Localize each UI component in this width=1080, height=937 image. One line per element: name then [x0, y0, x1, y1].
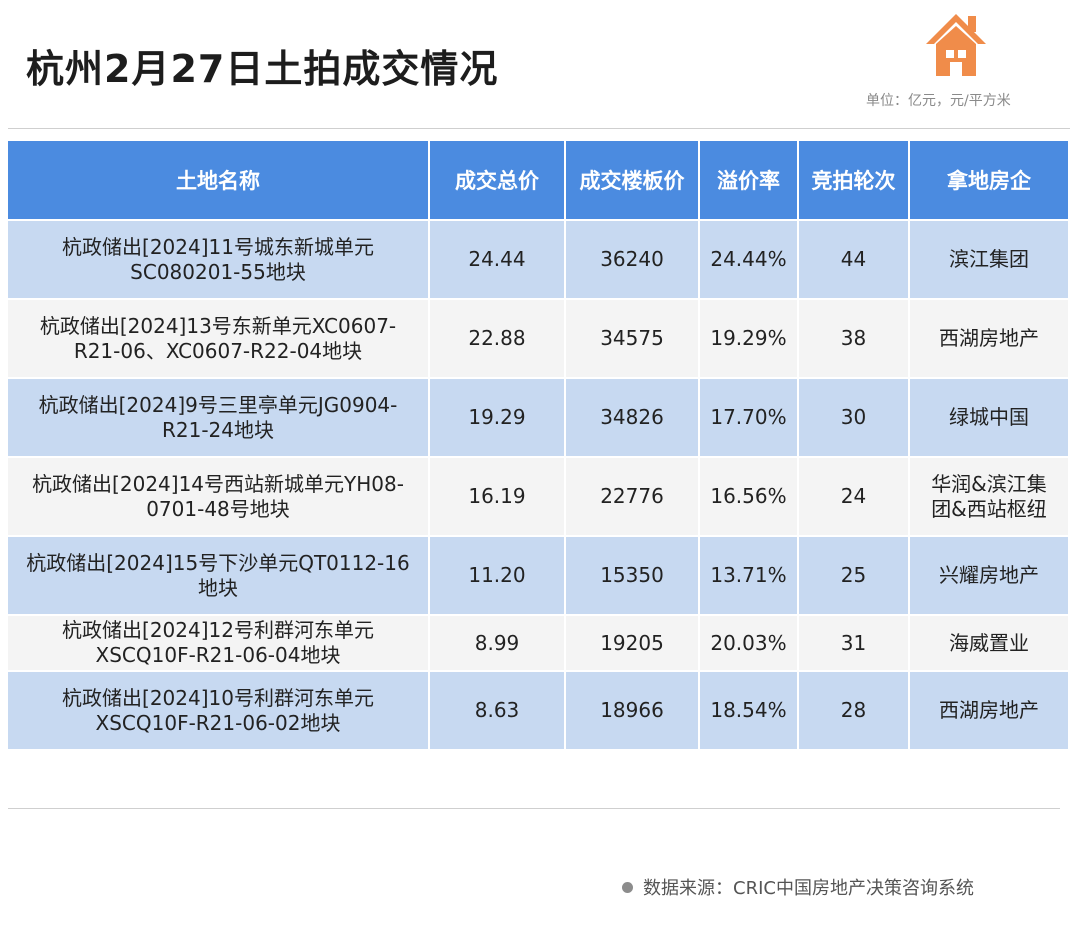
- table-row: 杭政储出[2024]9号三里亭单元JG0904- R21-24地块 19.29 3…: [8, 377, 1068, 457]
- premium-rate-cell: 24.44%: [699, 219, 799, 299]
- total-price-cell: 24.44: [429, 219, 566, 299]
- developer-cell: 兴耀房地产: [909, 535, 1068, 615]
- land-name-line2: R21-24地块: [161, 417, 274, 442]
- premium-rate-cell: 19.29%: [699, 298, 799, 378]
- developer-line1: 西湖房地产: [939, 326, 1039, 350]
- land-name-line1: 杭政储出[2024]11号城东新城单元: [62, 234, 374, 259]
- land-name-line2: XSCQ10F-R21-06-02地块: [95, 710, 341, 735]
- land-name-cell: 杭政储出[2024]9号三里亭单元JG0904- R21-24地块: [8, 377, 430, 457]
- bottom-divider: [8, 808, 1060, 809]
- total-price-cell: 8.63: [429, 670, 566, 749]
- premium-rate-cell: 20.03%: [699, 614, 799, 671]
- total-price-cell: 16.19: [429, 456, 566, 536]
- developer-line2: 团&西站枢纽: [931, 496, 1047, 521]
- land-name-line2: R21-06、XC0607-R22-04地块: [73, 338, 363, 363]
- land-name-line1: 杭政储出[2024]15号下沙单元QT0112-16: [26, 550, 410, 575]
- land-name-line2: XSCQ10F-R21-06-04地块: [95, 643, 341, 667]
- source-text: 数据来源：CRIC中国房地产决策咨询系统: [643, 878, 974, 899]
- developer-cell: 西湖房地产: [909, 670, 1068, 749]
- premium-rate-cell: 13.71%: [699, 535, 799, 615]
- table-row: 杭政储出[2024]13号东新单元XC0607- R21-06、XC0607-R2…: [8, 298, 1068, 378]
- table-row: 杭政储出[2024]11号城东新城单元 SC080201-55地块 24.44 3…: [8, 219, 1068, 299]
- unit-note: 单位：亿元，元/平方米: [866, 93, 1011, 109]
- total-price-cell: 11.20: [429, 535, 566, 615]
- bid-rounds-cell: 24: [798, 456, 910, 536]
- bullet-dot-icon: [622, 881, 633, 893]
- land-name-cell: 杭政储出[2024]13号东新单元XC0607- R21-06、XC0607-R2…: [8, 298, 430, 378]
- floor-price-cell: 34826: [565, 377, 700, 457]
- bid-rounds-cell: 38: [798, 298, 910, 378]
- bid-rounds-cell: 25: [798, 535, 910, 615]
- developer-cell: 华润&滨江集 团&西站枢纽: [909, 456, 1068, 536]
- table-row: 杭政储出[2024]10号利群河东单元 XSCQ10F-R21-06-02地块 8…: [8, 670, 1068, 749]
- land-name-cell: 杭政储出[2024]11号城东新城单元 SC080201-55地块: [8, 219, 430, 299]
- bid-rounds-cell: 44: [798, 219, 910, 299]
- land-auction-table: 土地名称 成交总价 成交楼板价 溢价率 竞拍轮次 拿地房企 杭政储出[2024]…: [8, 141, 1068, 749]
- land-name-line1: 杭政储出[2024]10号利群河东单元: [62, 685, 374, 710]
- land-name-cell: 杭政储出[2024]15号下沙单元QT0112-16 地块: [8, 535, 430, 615]
- header-total-price: 成交总价: [429, 141, 566, 220]
- total-price-cell: 22.88: [429, 298, 566, 378]
- developer-line1: 绿城中国: [949, 405, 1029, 429]
- bid-rounds-cell: 30: [798, 377, 910, 457]
- developer-line1: 华润&滨江集: [931, 471, 1047, 496]
- land-name-line2: 0701-48号地块: [146, 496, 290, 521]
- floor-price-cell: 22776: [565, 456, 700, 536]
- floor-price-cell: 15350: [565, 535, 700, 615]
- table-row: 杭政储出[2024]12号利群河东单元 XSCQ10F-R21-06-04地块 8…: [8, 614, 1068, 671]
- floor-price-cell: 36240: [565, 219, 700, 299]
- premium-rate-cell: 17.70%: [699, 377, 799, 457]
- page-title: 杭州2月27日土拍成交情况: [26, 47, 499, 91]
- source-note: 数据来源：CRIC中国房地产决策咨询系统: [622, 874, 974, 900]
- total-price-cell: 19.29: [429, 377, 566, 457]
- land-name-cell: 杭政储出[2024]14号西站新城单元YH08- 0701-48号地块: [8, 456, 430, 536]
- floor-price-cell: 18966: [565, 670, 700, 749]
- developer-cell: 海威置业: [909, 614, 1068, 671]
- developer-cell: 绿城中国: [909, 377, 1068, 457]
- table-row: 杭政储出[2024]14号西站新城单元YH08- 0701-48号地块 16.19…: [8, 456, 1068, 536]
- premium-rate-cell: 18.54%: [699, 670, 799, 749]
- header-floor-price: 成交楼板价: [565, 141, 700, 220]
- bid-rounds-cell: 31: [798, 614, 910, 671]
- table-row: 杭政储出[2024]15号下沙单元QT0112-16 地块 11.20 15350…: [8, 535, 1068, 615]
- land-name-cell: 杭政储出[2024]12号利群河东单元 XSCQ10F-R21-06-04地块: [8, 614, 430, 671]
- house-icon: [926, 14, 986, 76]
- land-name-line1: 杭政储出[2024]12号利群河东单元: [62, 618, 374, 642]
- top-divider: [8, 128, 1070, 129]
- header-land-name: 土地名称: [8, 141, 430, 220]
- header-developer: 拿地房企: [909, 141, 1068, 220]
- land-name-line1: 杭政储出[2024]9号三里亭单元JG0904-: [38, 392, 398, 417]
- developer-cell: 滨江集团: [909, 219, 1068, 299]
- land-name-line1: 杭政储出[2024]13号东新单元XC0607-: [39, 313, 397, 338]
- land-name-line2: 地块: [198, 575, 238, 600]
- total-price-cell: 8.99: [429, 614, 566, 671]
- land-name-line1: 杭政储出[2024]14号西站新城单元YH08-: [32, 471, 404, 496]
- header-bid-rounds: 竞拍轮次: [798, 141, 910, 220]
- developer-cell: 西湖房地产: [909, 298, 1068, 378]
- premium-rate-cell: 16.56%: [699, 456, 799, 536]
- bid-rounds-cell: 28: [798, 670, 910, 749]
- table-header-row: 土地名称 成交总价 成交楼板价 溢价率 竞拍轮次 拿地房企: [8, 141, 1068, 220]
- developer-line1: 西湖房地产: [939, 698, 1039, 722]
- land-name-cell: 杭政储出[2024]10号利群河东单元 XSCQ10F-R21-06-02地块: [8, 670, 430, 749]
- developer-line1: 滨江集团: [949, 247, 1029, 271]
- developer-line1: 海威置业: [949, 630, 1029, 655]
- header-premium-rate: 溢价率: [699, 141, 799, 220]
- floor-price-cell: 34575: [565, 298, 700, 378]
- floor-price-cell: 19205: [565, 614, 700, 671]
- developer-line1: 兴耀房地产: [939, 563, 1039, 587]
- land-name-line2: SC080201-55地块: [130, 259, 306, 284]
